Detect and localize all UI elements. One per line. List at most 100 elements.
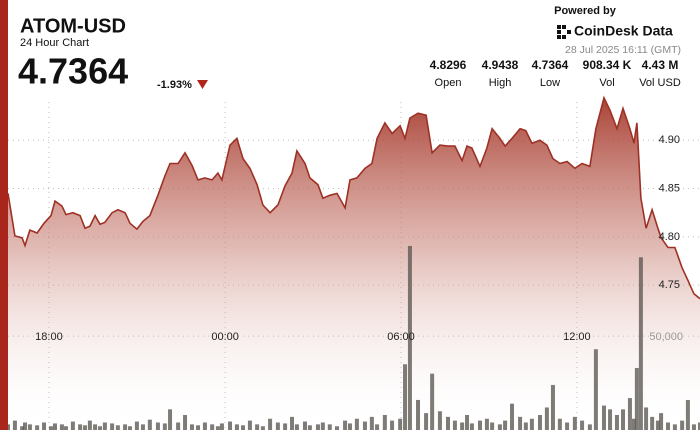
volume-bar	[140, 424, 145, 430]
stat-label: High	[489, 77, 512, 89]
volume-bar	[398, 418, 403, 430]
volume-bar	[557, 418, 562, 430]
volume-bar	[219, 423, 224, 430]
x-tick-label: 06:00	[387, 331, 415, 343]
timestamp: 28 Jul 2025 16:11 (GMT)	[565, 44, 681, 56]
volume-bar	[587, 424, 592, 430]
volume-bar	[369, 416, 374, 430]
y-tick-label: 4.75	[659, 279, 680, 291]
volume-bar	[334, 426, 339, 430]
volume-bar	[638, 257, 643, 430]
volume-bar	[343, 420, 348, 430]
volume-bar	[608, 409, 613, 430]
stat-label: Open	[435, 77, 462, 89]
volume-bar	[290, 416, 295, 430]
volume-bar	[510, 403, 515, 430]
volume-bar	[478, 420, 483, 430]
volume-bar	[240, 425, 245, 430]
volume-bar	[437, 411, 442, 430]
volume-bar	[347, 423, 352, 430]
stats: 4.8296 Open 4.9438 High 4.7364 Low 908.34 K Vol…	[430, 58, 681, 89]
volume-bar	[275, 422, 280, 430]
accent-bar	[0, 0, 8, 430]
volume-bar	[168, 409, 173, 430]
plot-area: 4.75 4.80 4.85 4.90 50,000 18:00 00:00 06:00 12:…	[6, 95, 700, 430]
volume-bar	[176, 422, 181, 430]
price-line	[7, 95, 700, 300]
volume-bar	[110, 423, 115, 430]
volume-bar	[497, 424, 502, 430]
volume-bar	[691, 424, 696, 430]
volume-bar	[82, 425, 87, 430]
volume-bar	[362, 421, 367, 430]
x-tick-label: 18:00	[35, 331, 63, 343]
volume-bar	[27, 424, 32, 430]
volume-bar	[593, 349, 598, 430]
volume-bar	[634, 368, 639, 430]
volume-bar	[48, 426, 53, 430]
volume-bar	[307, 425, 312, 430]
volume-bar	[698, 422, 700, 430]
volume-bar	[210, 424, 215, 430]
volume-bar	[424, 413, 429, 430]
volume-bar	[247, 420, 252, 430]
volume-bar	[460, 422, 465, 430]
volume-bar	[430, 373, 435, 430]
volume-bar	[183, 414, 188, 430]
volume-bar	[580, 420, 585, 430]
volume-bar	[35, 425, 40, 430]
volume-bar	[155, 422, 160, 430]
stat-label: Vol	[599, 77, 614, 89]
volume-bar	[631, 418, 636, 430]
volume-bar	[215, 426, 220, 430]
volume-bar	[147, 419, 152, 430]
volume-bar	[550, 384, 555, 430]
volume-bar	[484, 418, 489, 430]
volume-bar	[294, 424, 299, 430]
stat-value: 4.8296	[430, 58, 467, 72]
volume-bar	[12, 420, 17, 430]
volume-bar	[659, 413, 664, 430]
volume-bar	[127, 426, 132, 430]
volume-bar	[529, 418, 534, 430]
volume-bar	[672, 424, 677, 430]
area-fill	[8, 97, 700, 430]
stat-value: 4.43 M	[642, 58, 679, 72]
volume-bar	[407, 245, 412, 430]
volume-bar	[644, 407, 649, 430]
volume-bar	[518, 416, 523, 430]
volume-bar	[42, 422, 47, 430]
stat-value: 4.7364	[532, 58, 569, 72]
volume-bar	[320, 422, 325, 430]
volume-bar	[255, 424, 260, 430]
volume-bar	[268, 418, 273, 430]
volume-bar	[469, 423, 474, 430]
volume-bar	[52, 423, 57, 430]
volume-bar	[390, 420, 395, 430]
volume-bar	[23, 422, 28, 430]
volume-bar	[20, 426, 25, 430]
volume-bar	[87, 420, 92, 430]
volume-bar	[102, 422, 107, 430]
volume-bar	[283, 423, 288, 430]
volume-bar	[63, 426, 68, 430]
title: ATOM-USD	[20, 15, 126, 37]
volume-bar	[382, 414, 387, 430]
volume-bar	[302, 421, 307, 430]
y-tick-label: 4.90	[659, 134, 680, 146]
volume-bar	[123, 424, 128, 430]
y-tick-label: 4.80	[659, 231, 680, 243]
x-tick-label: 12:00	[563, 331, 591, 343]
price: 4.7364	[18, 51, 128, 92]
volume-bar	[572, 416, 577, 430]
volume-bar	[162, 423, 167, 430]
brand-logo	[557, 25, 571, 39]
volume-bar	[234, 424, 239, 430]
volume-bar	[685, 399, 690, 430]
volume-bar	[315, 424, 320, 430]
volume-bar	[445, 416, 450, 430]
powered-by: Powered by	[554, 5, 617, 17]
volume-bar	[354, 418, 359, 430]
